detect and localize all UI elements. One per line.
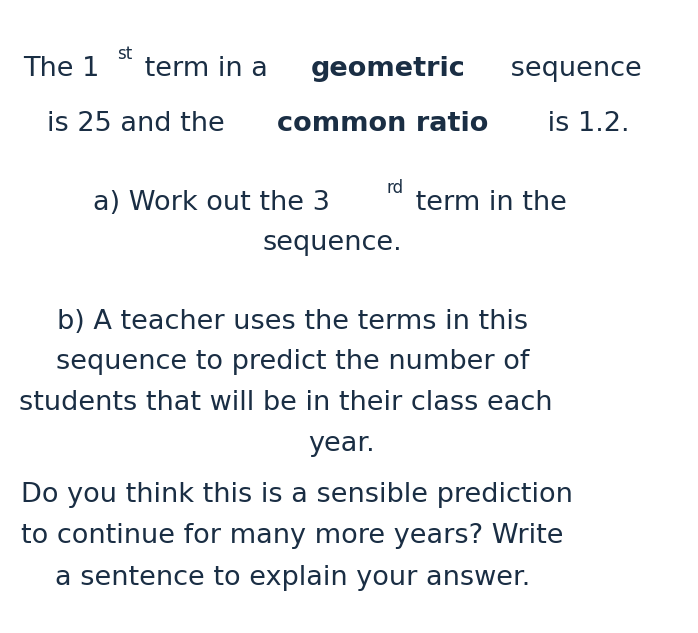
Text: common ratio: common ratio [278, 111, 489, 137]
Text: geometric: geometric [311, 56, 465, 82]
Text: students that will be in their class each: students that will be in their class eac… [19, 390, 552, 416]
Text: sequence to predict the number of: sequence to predict the number of [56, 349, 529, 375]
Text: st: st [117, 46, 133, 63]
Text: term in a: term in a [136, 56, 276, 82]
Text: is 25 and the: is 25 and the [47, 111, 233, 137]
Text: term in the: term in the [408, 190, 567, 216]
Text: a sentence to explain your answer.: a sentence to explain your answer. [54, 565, 530, 591]
Text: a) Work out the 3: a) Work out the 3 [93, 190, 329, 216]
Text: The 1: The 1 [23, 56, 99, 82]
Text: is 1.2.: is 1.2. [540, 111, 630, 137]
Text: year.: year. [308, 431, 374, 457]
Text: rd: rd [386, 179, 403, 197]
Text: sequence: sequence [502, 56, 642, 82]
Text: Do you think this is a sensible prediction: Do you think this is a sensible predicti… [21, 482, 572, 508]
Text: b) A teacher uses the terms in this: b) A teacher uses the terms in this [57, 309, 528, 335]
Text: sequence.: sequence. [262, 230, 402, 256]
Text: to continue for many more years? Write: to continue for many more years? Write [21, 523, 563, 549]
